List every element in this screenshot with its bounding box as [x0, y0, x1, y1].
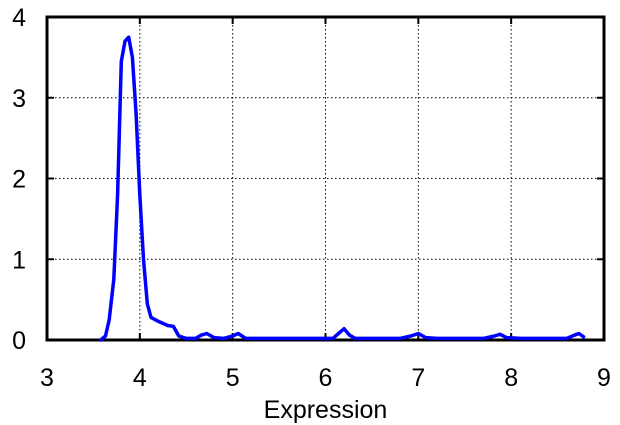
x-tick-label: 3 [40, 364, 54, 392]
tick-labels: 3 4 5 6 7 8 9 0 1 2 3 4 [12, 4, 611, 392]
y-tick-label: 2 [12, 166, 26, 194]
x-tick-label: 7 [411, 364, 425, 392]
y-tick-label: 0 [12, 327, 26, 355]
series-line [99, 35, 586, 342]
y-tick-label: 1 [12, 246, 26, 274]
y-tick-label: 3 [12, 85, 26, 113]
x-tick-label: 4 [133, 364, 147, 392]
x-tick-label: 6 [319, 364, 333, 392]
x-tick-label: 9 [597, 364, 611, 392]
grid-lines [47, 17, 604, 340]
y-tick-label: 4 [12, 4, 26, 32]
x-axis-label: Expression [264, 396, 388, 424]
x-tick-label: 5 [226, 364, 240, 392]
x-tick-label: 8 [504, 364, 518, 392]
